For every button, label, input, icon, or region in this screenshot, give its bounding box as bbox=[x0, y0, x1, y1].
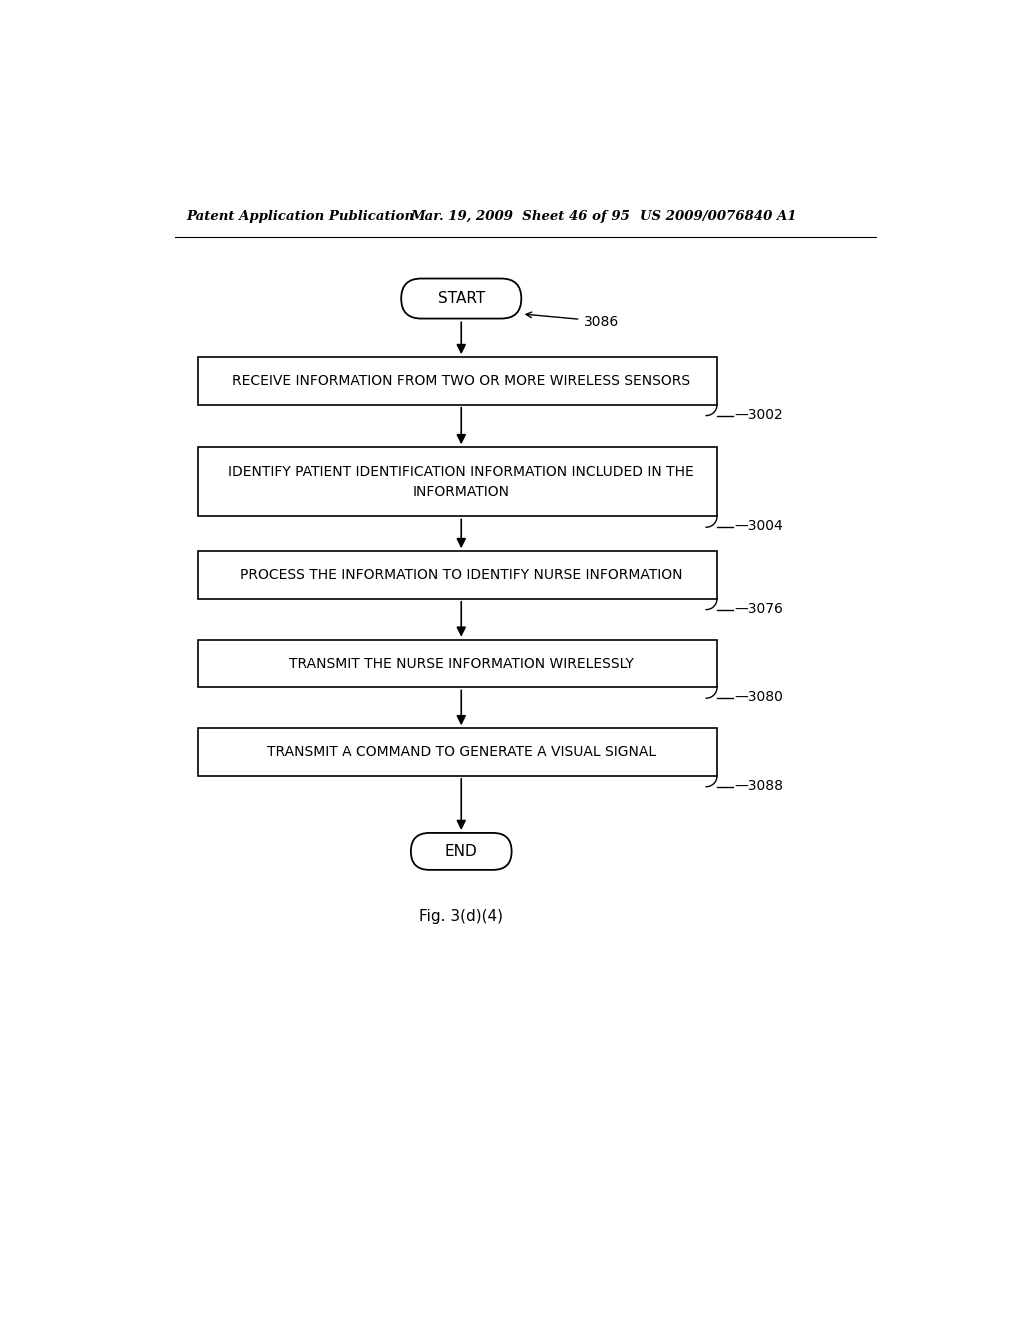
Text: Fig. 3(d)(4): Fig. 3(d)(4) bbox=[419, 909, 503, 924]
Text: TRANSMIT A COMMAND TO GENERATE A VISUAL SIGNAL: TRANSMIT A COMMAND TO GENERATE A VISUAL … bbox=[266, 744, 655, 759]
Text: IDENTIFY PATIENT IDENTIFICATION INFORMATION INCLUDED IN THE
INFORMATION: IDENTIFY PATIENT IDENTIFICATION INFORMAT… bbox=[228, 465, 694, 499]
Text: —3002: —3002 bbox=[734, 408, 782, 422]
Bar bbox=[198, 358, 717, 405]
Bar bbox=[198, 552, 717, 599]
Bar bbox=[198, 640, 717, 688]
Text: —3080: —3080 bbox=[734, 690, 783, 705]
Text: PROCESS THE INFORMATION TO IDENTIFY NURSE INFORMATION: PROCESS THE INFORMATION TO IDENTIFY NURS… bbox=[240, 568, 683, 582]
Text: END: END bbox=[444, 843, 477, 859]
Text: RECEIVE INFORMATION FROM TWO OR MORE WIRELESS SENSORS: RECEIVE INFORMATION FROM TWO OR MORE WIR… bbox=[232, 374, 690, 388]
Bar bbox=[198, 447, 717, 516]
Text: US 2009/0076840 A1: US 2009/0076840 A1 bbox=[640, 210, 796, 223]
FancyBboxPatch shape bbox=[401, 279, 521, 318]
Text: 3086: 3086 bbox=[584, 314, 618, 329]
Text: Patent Application Publication: Patent Application Publication bbox=[186, 210, 415, 223]
Text: START: START bbox=[437, 290, 485, 306]
FancyBboxPatch shape bbox=[411, 833, 512, 870]
Bar bbox=[198, 729, 717, 776]
Text: Mar. 19, 2009  Sheet 46 of 95: Mar. 19, 2009 Sheet 46 of 95 bbox=[411, 210, 631, 223]
Text: —3004: —3004 bbox=[734, 520, 782, 533]
Text: —3088: —3088 bbox=[734, 779, 783, 793]
Text: TRANSMIT THE NURSE INFORMATION WIRELESSLY: TRANSMIT THE NURSE INFORMATION WIRELESSL… bbox=[289, 656, 634, 671]
Text: —3076: —3076 bbox=[734, 602, 783, 616]
